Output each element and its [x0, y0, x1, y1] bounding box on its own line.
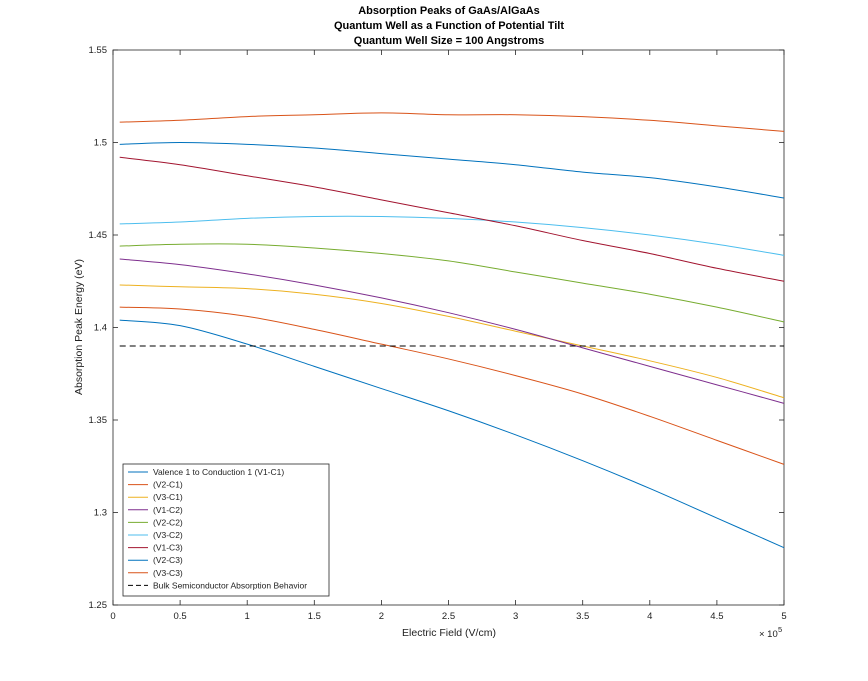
chart-title-line-3: Quantum Well Size = 100 Angstroms — [354, 35, 544, 47]
legend-label-6: (V3-C2) — [153, 530, 183, 540]
x-tick-label: 1.5 — [308, 611, 321, 622]
y-axis-label: Absorption Peak Energy (eV) — [73, 259, 85, 395]
series-line-6 — [119, 215, 785, 256]
series-line-5 — [119, 243, 785, 323]
series-line-7 — [119, 156, 785, 282]
legend-label-1: Valence 1 to Conduction 1 (V1-C1) — [153, 467, 284, 477]
legend-label-7: (V1-C3) — [153, 543, 183, 553]
series-line-8 — [119, 141, 785, 199]
series-line-1 — [119, 319, 785, 549]
y-tick-label: 1.35 — [89, 415, 108, 426]
legend-label-3: (V3-C1) — [153, 492, 183, 502]
x-tick-label: 0.5 — [173, 611, 186, 622]
legend-label-8: (V2-C3) — [153, 555, 183, 565]
y-tick-label: 1.5 — [94, 138, 107, 149]
y-tick-label: 1.45 — [89, 230, 108, 241]
legend-label-4: (V1-C2) — [153, 505, 183, 515]
series-line-2 — [119, 306, 785, 465]
y-tick-label: 1.4 — [94, 323, 107, 334]
x-axis-exponent-base: × 10 — [759, 629, 778, 640]
series-line-9 — [119, 112, 785, 132]
x-tick-label: 3.5 — [576, 611, 589, 622]
x-tick-label: 4 — [647, 611, 652, 622]
legend-label-10: Bulk Semiconductor Absorption Behavior — [153, 580, 307, 590]
y-tick-label: 1.25 — [89, 600, 108, 611]
chart-title-line-1: Absorption Peaks of GaAs/AlGaAs — [358, 5, 540, 17]
legend-label-2: (V2-C1) — [153, 480, 183, 490]
y-tick-label: 1.55 — [89, 45, 108, 56]
legend-box — [122, 463, 330, 597]
series-line-3 — [119, 284, 785, 399]
y-axis-ticks: 1.25 1.3 1.35 1.4 1.45 1.5 1.55 — [89, 45, 784, 611]
x-tick-label: 4.5 — [710, 611, 723, 622]
legend: Valence 1 to Conduction 1 (V1-C1) (V2-C1)… — [122, 463, 330, 597]
x-axis-exponent-power: 5 — [778, 625, 782, 634]
x-tick-label: 1 — [245, 611, 250, 622]
chart-title-line-2: Quantum Well as a Function of Potential … — [334, 20, 564, 32]
y-tick-label: 1.3 — [94, 508, 107, 519]
x-tick-label: 2.5 — [442, 611, 455, 622]
x-tick-label: 0 — [110, 611, 115, 622]
series-line-4 — [119, 258, 785, 404]
series-lines — [119, 112, 785, 549]
x-axis-ticks: 0 0.5 1 1.5 2 2.5 3 3.5 4 4.5 5 — [110, 50, 787, 622]
x-tick-label: 2 — [379, 611, 384, 622]
x-tick-label: 3 — [513, 611, 518, 622]
x-axis-label: Electric Field (V/cm) — [402, 627, 496, 639]
legend-label-5: (V2-C2) — [153, 517, 183, 527]
x-tick-label: 5 — [781, 611, 786, 622]
legend-label-9: (V3-C3) — [153, 568, 183, 578]
